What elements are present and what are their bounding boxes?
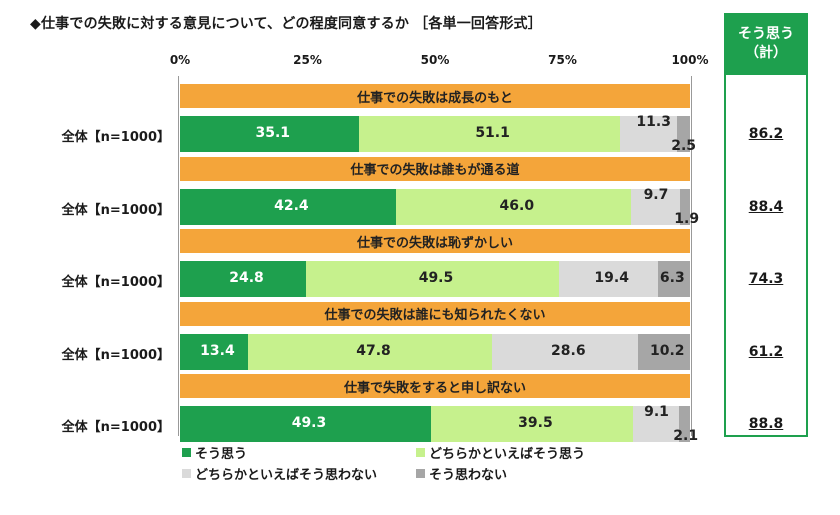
- data-label: 9.7: [643, 186, 669, 203]
- bar-segment-somewhat-disagree: [619, 116, 678, 152]
- row-label: 全体【n=1000】: [61, 130, 170, 145]
- data-label: 13.4: [200, 342, 235, 359]
- data-label: 47.8: [356, 342, 391, 359]
- data-label: 49.5: [418, 270, 454, 286]
- summary-header: そう思う （計）: [724, 13, 808, 75]
- legend-item-somewhat-disagree: どちらかといえばそう思わない: [182, 464, 377, 483]
- data-label: 46.0: [499, 197, 535, 214]
- x-tick-label: 50%: [420, 53, 450, 67]
- data-label: 49.3: [291, 415, 327, 431]
- bar-segment-somewhat-disagree: [492, 333, 638, 370]
- bar-segment-somewhat-disagree: [630, 188, 681, 225]
- data-label: 2.1: [673, 428, 699, 444]
- bar-segment-agree: [180, 116, 359, 152]
- row-label: 全体【n=1000】: [61, 202, 170, 218]
- summary-value: 88.4: [748, 198, 784, 215]
- bar-segment-somewhat-agree: [359, 116, 620, 152]
- bar-segment-disagree: [637, 333, 690, 370]
- category-band: 仕事での失敗は誰もが通る道: [180, 156, 690, 181]
- bar-segment-agree: [180, 188, 397, 225]
- legend-label: そう思う: [195, 447, 248, 462]
- stacked-bar: 13.4 47.8 28.6 10.2: [180, 333, 690, 370]
- x-tick-label: 75%: [548, 53, 577, 67]
- bar-segment-somewhat-disagree: [558, 261, 658, 297]
- data-label: 1.9: [674, 210, 700, 227]
- data-label: 28.6: [551, 342, 586, 359]
- bar-segment-somewhat-agree: [306, 261, 559, 297]
- summary-column: [724, 75, 808, 437]
- data-label: 19.4: [594, 270, 629, 286]
- summary-value: 61.2: [748, 343, 784, 360]
- data-label: 42.4: [274, 197, 309, 214]
- category-band: 仕事での失敗は誰にも知られたくない: [180, 301, 690, 326]
- bar-segment-agree: [180, 261, 307, 297]
- bar-segment-somewhat-agree: [431, 406, 633, 442]
- stacked-bar: 49.3 39.5 9.1 2.1: [180, 404, 698, 444]
- legend-swatch: [416, 469, 425, 478]
- data-label: 51.1: [475, 125, 510, 141]
- legend-swatch: [182, 448, 191, 457]
- bar-segment-agree: [180, 406, 432, 442]
- category-band: 仕事での失敗は恥ずかしい: [180, 229, 690, 253]
- x-tick-label: 100%: [671, 53, 709, 67]
- summary-value: 86.2: [748, 126, 784, 142]
- legend-item-disagree: そう思わない: [416, 464, 507, 483]
- legend-label: どちらかといえばそう思う: [429, 447, 586, 462]
- row-label: 全体【n=1000】: [61, 420, 170, 435]
- bar-segment-disagree: [657, 261, 690, 297]
- bar-segment-somewhat-disagree: [632, 406, 680, 442]
- data-label: 35.1: [255, 125, 291, 141]
- stacked-bar: 35.1 51.1 11.3 2.5: [180, 114, 696, 154]
- legend-swatch: [416, 448, 425, 457]
- summary-value: 88.8: [748, 416, 784, 432]
- legend-item-somewhat-agree: どちらかといえばそう思う: [416, 443, 585, 462]
- chart-title: ◆仕事での失敗に対する意見について、どの程度同意するか ［各単一回答形式］: [30, 16, 542, 32]
- category-band: 仕事で失敗をすると申し訳ない: [180, 374, 690, 398]
- data-label: 10.2: [649, 342, 685, 359]
- bar-segment-disagree: [680, 188, 690, 225]
- summary-header-line1: そう思う: [738, 26, 794, 42]
- data-label: 39.5: [518, 415, 553, 431]
- legend-item-agree: そう思う: [182, 443, 247, 462]
- legend-swatch: [182, 469, 191, 478]
- bar-segment-somewhat-agree: [396, 188, 631, 225]
- summary-value: 74.3: [748, 271, 784, 287]
- stacked-bar: 42.4 46.0 9.7 1.9: [180, 186, 699, 227]
- x-tick-label: 25%: [293, 53, 322, 67]
- plot-area: [178, 76, 692, 436]
- data-label: 6.3: [659, 270, 685, 286]
- legend-label: そう思わない: [429, 468, 508, 483]
- bar-segment-agree: [180, 333, 249, 370]
- category-band: 仕事での失敗は成長のもと: [180, 84, 690, 108]
- summary-header-line2: （計）: [745, 45, 787, 61]
- stacked-bar: 24.8 49.5 19.4 6.3: [180, 261, 690, 297]
- x-tick-label: 0%: [169, 53, 191, 67]
- row-label: 全体【n=1000】: [61, 347, 170, 363]
- bar-segment-somewhat-agree: [248, 333, 493, 370]
- bar-segment-disagree: [679, 406, 690, 442]
- data-label: 9.1: [644, 404, 669, 420]
- bar-segment-disagree: [677, 116, 690, 152]
- data-label: 11.3: [636, 114, 671, 130]
- data-label: 2.5: [671, 138, 697, 154]
- row-label: 全体【n=1000】: [61, 275, 170, 290]
- legend-label: どちらかといえばそう思わない: [195, 468, 378, 483]
- data-label: 24.8: [229, 270, 264, 286]
